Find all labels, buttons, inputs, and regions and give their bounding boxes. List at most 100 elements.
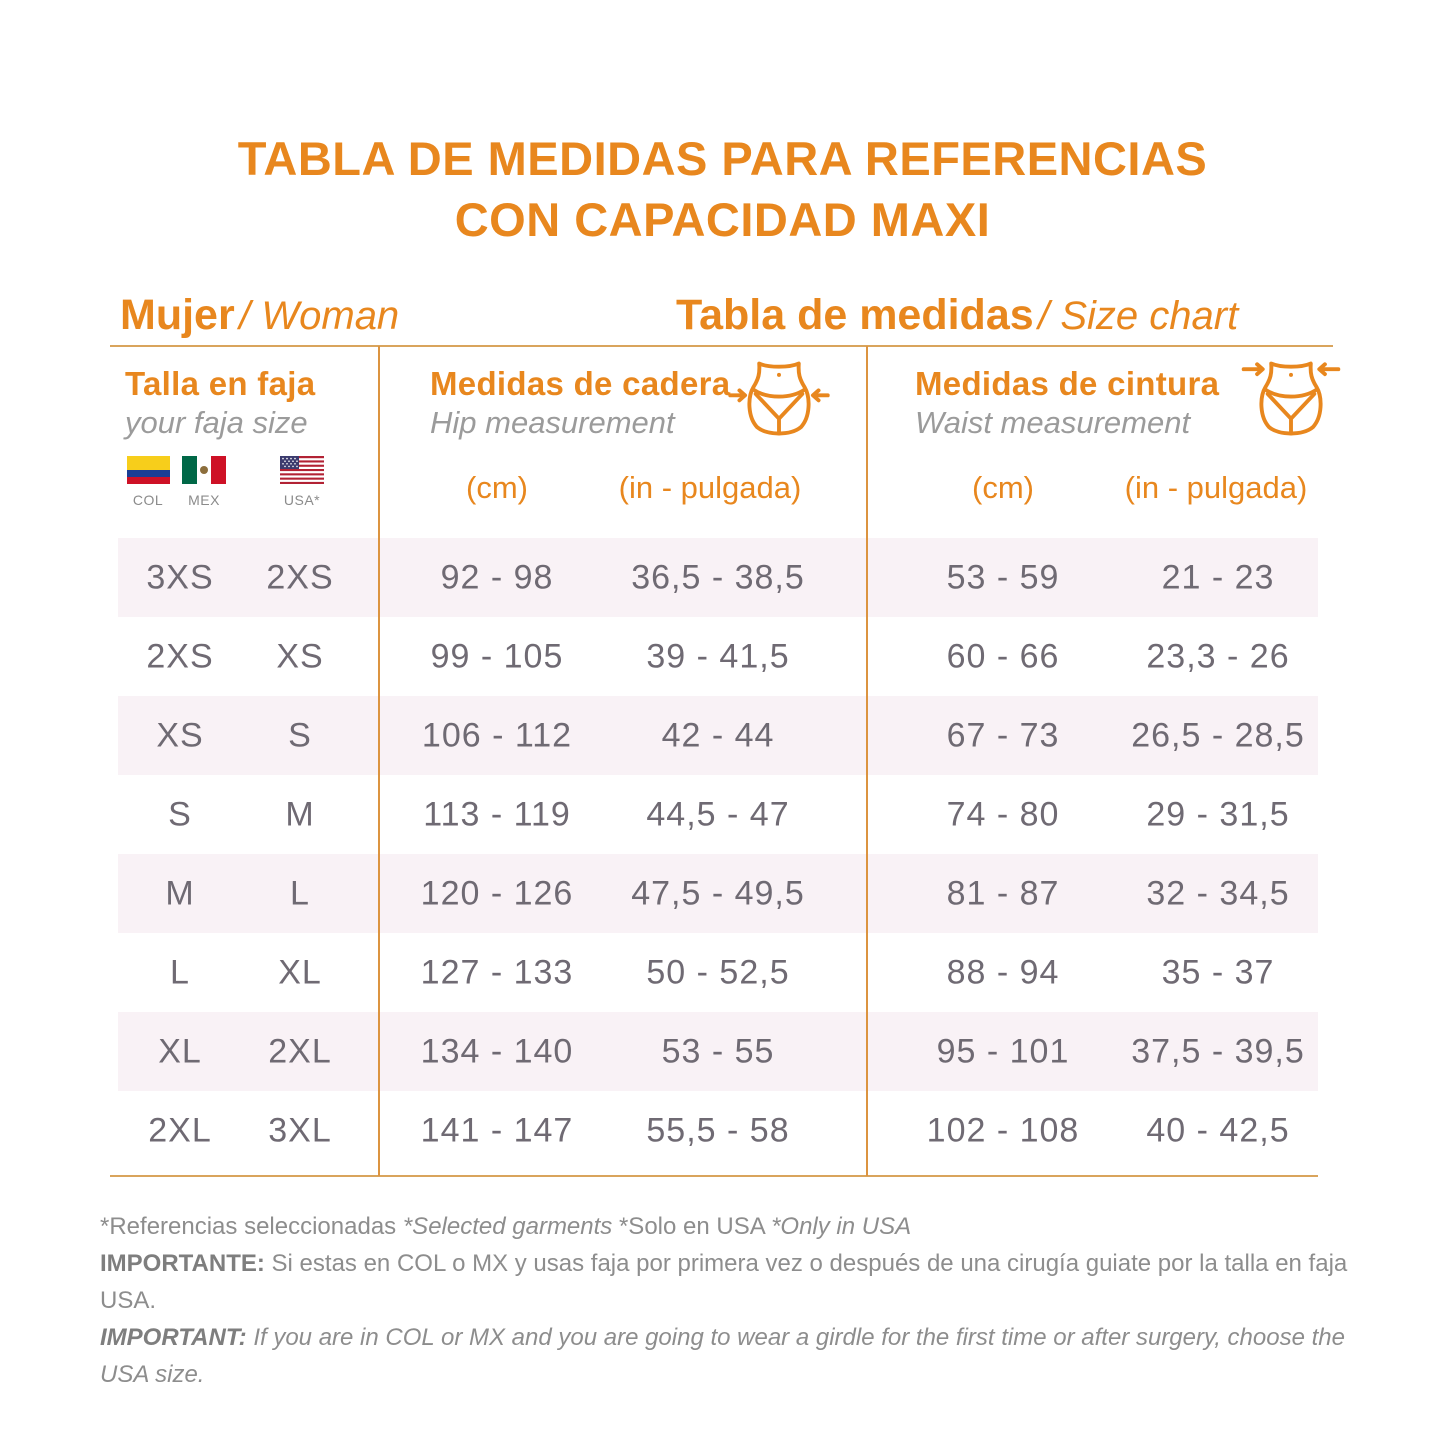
footnote-usa-es: *Solo en USA bbox=[618, 1213, 772, 1240]
cell-size-usa: XS bbox=[276, 637, 324, 675]
cell-waist-in: 21 - 23 bbox=[1161, 558, 1275, 596]
cell-waist-in: 23,3 - 26 bbox=[1146, 637, 1290, 675]
section-header-size-chart: Tabla de medidas / Size chart bbox=[676, 291, 1238, 340]
table-row: XS S 106 - 112 42 - 44 67 - 73 26,5 - 28,5 bbox=[118, 696, 1318, 775]
size-column-title: Talla en faja bbox=[125, 365, 316, 402]
colombia-flag-label: COL bbox=[132, 492, 164, 508]
cell-waist-in: 32 - 34,5 bbox=[1146, 874, 1290, 912]
important-label-es: IMPORTANTE: bbox=[100, 1250, 265, 1277]
table-row: L XL 127 - 133 50 - 52,5 88 - 94 35 - 37 bbox=[118, 933, 1318, 1012]
column-divider-2 bbox=[866, 346, 868, 1176]
mexico-flag-label: MEX bbox=[188, 492, 220, 508]
page-title-line1: TABLA DE MEDIDAS PARA REFERENCIAS bbox=[237, 132, 1208, 185]
cell-size-usa: 2XL bbox=[268, 1032, 332, 1070]
footer-notes: *Referencias seleccionadas *Selected gar… bbox=[100, 1208, 1390, 1393]
colombia-flag-icon bbox=[127, 456, 170, 484]
cell-hip-in: 53 - 55 bbox=[661, 1032, 775, 1070]
cell-hip-cm: 92 - 98 bbox=[440, 558, 554, 596]
important-text-en: If you are in COL or MX and you are goin… bbox=[100, 1324, 1345, 1388]
cell-waist-cm: 95 - 101 bbox=[936, 1032, 1070, 1070]
usa-flag-label: USA* bbox=[283, 492, 321, 508]
column-divider-1 bbox=[378, 346, 380, 1176]
table-row: 2XL 3XL 141 - 147 55,5 - 58 102 - 108 40 - 42… bbox=[118, 1091, 1318, 1170]
cell-hip-cm: 134 - 140 bbox=[420, 1032, 574, 1070]
footnote-references: *Referencias seleccionadas *Selected gar… bbox=[100, 1208, 1390, 1245]
hip-cm-unit-label: (cm) bbox=[466, 470, 528, 505]
cell-size-col-mex: 2XL bbox=[148, 1111, 212, 1149]
table-row: XL 2XL 134 - 140 53 - 55 95 - 101 37,5 - 39,5 bbox=[118, 1012, 1318, 1091]
cell-waist-in: 40 - 42,5 bbox=[1146, 1111, 1290, 1149]
cell-size-usa: M bbox=[285, 795, 315, 833]
table-row: 2XS XS 99 - 105 39 - 41,5 60 - 66 23,3 - 26 bbox=[118, 617, 1318, 696]
table-row: S M 113 - 119 44,5 - 47 74 - 80 29 - 31,5 bbox=[118, 775, 1318, 854]
table-row: M L 120 - 126 47,5 - 49,5 81 - 87 32 - 34,5 bbox=[118, 854, 1318, 933]
cell-size-col-mex: 3XS bbox=[146, 558, 214, 596]
important-note-es: IMPORTANTE: Si estas en COL o MX y usas … bbox=[100, 1245, 1390, 1319]
waist-column-title: Medidas de cintura bbox=[915, 365, 1220, 402]
cell-waist-in: 26,5 - 28,5 bbox=[1131, 716, 1305, 754]
cell-hip-in: 39 - 41,5 bbox=[646, 637, 790, 675]
table-top-rule bbox=[110, 345, 1333, 347]
hip-column-title: Medidas de cadera bbox=[430, 365, 731, 402]
waist-measurement-icon bbox=[1241, 361, 1341, 436]
cell-hip-in: 47,5 - 49,5 bbox=[631, 874, 805, 912]
cell-size-col-mex: XL bbox=[158, 1032, 202, 1070]
usa-flag-icon bbox=[280, 456, 324, 484]
cell-waist-in: 29 - 31,5 bbox=[1146, 795, 1290, 833]
cell-hip-cm: 141 - 147 bbox=[420, 1111, 574, 1149]
cell-size-usa: 3XL bbox=[268, 1111, 332, 1149]
hip-measurement-icon bbox=[728, 361, 830, 436]
table-rows: 3XS 2XS 92 - 98 36,5 - 38,5 53 - 59 21 - 23 2X… bbox=[118, 538, 1318, 1170]
cell-size-usa: 2XS bbox=[266, 558, 334, 596]
mexico-flag-icon bbox=[182, 456, 226, 484]
cell-size-col-mex: S bbox=[168, 795, 192, 833]
section-header-size-chart-es: Tabla de medidas bbox=[676, 291, 1034, 339]
table-bottom-rule bbox=[110, 1175, 1318, 1177]
cell-hip-in: 50 - 52,5 bbox=[646, 953, 790, 991]
cell-waist-cm: 53 - 59 bbox=[946, 558, 1060, 596]
cell-hip-in: 36,5 - 38,5 bbox=[631, 558, 805, 596]
footnote-garments-en: *Selected garments bbox=[402, 1213, 619, 1240]
cell-waist-cm: 81 - 87 bbox=[946, 874, 1060, 912]
cell-waist-cm: 102 - 108 bbox=[926, 1111, 1080, 1149]
important-note-en: IMPORTANT: If you are in COL or MX and y… bbox=[100, 1319, 1390, 1393]
waist-cm-unit-label: (cm) bbox=[972, 470, 1034, 505]
cell-hip-cm: 113 - 119 bbox=[423, 795, 571, 833]
hip-column-subtitle: Hip measurement bbox=[430, 405, 675, 440]
cell-size-col-mex: M bbox=[165, 874, 195, 912]
cell-waist-cm: 88 - 94 bbox=[946, 953, 1060, 991]
cell-waist-in: 35 - 37 bbox=[1161, 953, 1275, 991]
cell-hip-cm: 120 - 126 bbox=[420, 874, 574, 912]
cell-hip-in: 44,5 - 47 bbox=[646, 795, 790, 833]
waist-column-subtitle: Waist measurement bbox=[915, 405, 1191, 440]
cell-waist-cm: 74 - 80 bbox=[946, 795, 1060, 833]
cell-hip-cm: 127 - 133 bbox=[420, 953, 574, 991]
page-title-line2: CON CAPACIDAD MAXI bbox=[454, 193, 991, 246]
important-label-en: IMPORTANT: bbox=[100, 1324, 247, 1351]
cell-hip-in: 42 - 44 bbox=[661, 716, 775, 754]
footnote-usa-en: *Only in USA bbox=[771, 1213, 912, 1240]
section-header-woman: Mujer / Woman bbox=[120, 291, 399, 340]
cell-waist-cm: 67 - 73 bbox=[946, 716, 1060, 754]
cell-size-usa: L bbox=[290, 874, 310, 912]
cell-waist-in: 37,5 - 39,5 bbox=[1131, 1032, 1305, 1070]
page-title: TABLA DE MEDIDAS PARA REFERENCIAS CON CA… bbox=[0, 128, 1445, 250]
cell-hip-cm: 106 - 112 bbox=[421, 716, 573, 754]
footnote-references-es: *Referencias seleccionadas bbox=[100, 1213, 403, 1240]
cell-hip-in: 55,5 - 58 bbox=[646, 1111, 790, 1149]
waist-inch-unit-label: (in - pulgada) bbox=[1124, 470, 1308, 505]
section-header-size-chart-en: / Size chart bbox=[1038, 294, 1239, 338]
section-header-woman-en: / Woman bbox=[239, 294, 400, 338]
cell-size-usa: XL bbox=[278, 953, 322, 991]
cell-size-usa: S bbox=[288, 716, 312, 754]
section-header-woman-es: Mujer bbox=[120, 291, 235, 339]
size-column-subtitle: your faja size bbox=[125, 405, 308, 440]
cell-hip-cm: 99 - 105 bbox=[430, 637, 564, 675]
cell-size-col-mex: 2XS bbox=[146, 637, 214, 675]
important-text-es: Si estas en COL o MX y usas faja por pri… bbox=[100, 1250, 1348, 1314]
cell-size-col-mex: XS bbox=[156, 716, 204, 754]
hip-inch-unit-label: (in - pulgada) bbox=[618, 470, 802, 505]
cell-waist-cm: 60 - 66 bbox=[946, 637, 1060, 675]
cell-size-col-mex: L bbox=[170, 953, 190, 991]
